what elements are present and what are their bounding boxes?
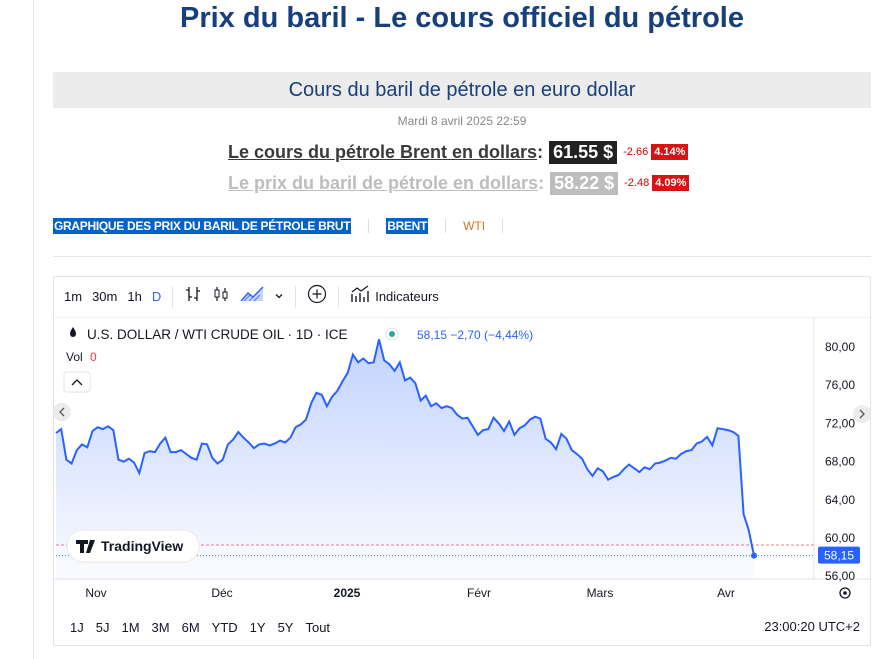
price-chart[interactable]: 80,00 76,00 72,00 68,00 64,00 60,00 56,00 Nov D…: [54, 317, 870, 613]
chart-tabs: GRAPHIQUE DES PRIX DU BARIL DE PÉTROLE B…: [53, 218, 520, 234]
wti-change: -2.48: [624, 177, 650, 189]
range-bar: 1J 5J 1M 3M 6M YTD 1Y 5Y Tout: [54, 613, 870, 641]
range-3m[interactable]: 3M: [151, 619, 170, 635]
tradingview-widget: 1m 30m 1h D Indicateurs: [53, 276, 871, 646]
wti-colon: :: [538, 172, 545, 193]
scroll-right-button[interactable]: [853, 405, 870, 423]
quote-date: Mardi 8 avril 2025 22:59: [397, 114, 527, 128]
range-1m[interactable]: 1M: [121, 619, 140, 635]
drop-icon: [70, 327, 76, 337]
price-area-fill: [56, 339, 754, 579]
chart-toolbar: 1m 30m 1h D Indicateurs: [54, 277, 870, 317]
wti-pct-badge: 4.09%: [652, 175, 690, 191]
symbol-quote: 58,15 −2,70 (−4,44%): [417, 328, 533, 342]
interval-1h-button[interactable]: 1h: [127, 289, 142, 304]
wti-row: Le prix du baril de pétrole en dollars :…: [228, 171, 690, 195]
x-tick-label: Févr: [467, 586, 491, 600]
range-ytd[interactable]: YTD: [211, 619, 238, 635]
x-tick-label: Avr: [717, 586, 735, 600]
tab-divider: [445, 219, 447, 233]
toolbar-divider: [338, 286, 340, 308]
indicators-button[interactable]: Indicateurs: [345, 285, 444, 309]
range-6m[interactable]: 6M: [181, 619, 200, 635]
last-price-badge: [818, 546, 860, 564]
volume-value: 0: [90, 350, 97, 364]
x-tick-label: Déc: [211, 586, 232, 600]
toolbar-divider: [295, 286, 297, 308]
tradingview-logo-icon: [76, 540, 95, 553]
y-tick-label: 64,00: [825, 493, 855, 507]
y-tick-label: 60,00: [825, 531, 855, 545]
range-1y[interactable]: 1Y: [249, 619, 266, 635]
tradingview-watermark[interactable]: TradingView: [66, 529, 200, 563]
volume-label: Vol: [66, 350, 83, 364]
page-title: Prix du baril - Le cours officiel du pét…: [180, 2, 744, 34]
header-band: Cours du baril de pétrole en euro dollar: [53, 72, 871, 108]
tab-divider: [502, 219, 504, 233]
tab-graph[interactable]: GRAPHIQUE DES PRIX DU BARIL DE PÉTROLE B…: [53, 218, 352, 234]
range-1j[interactable]: 1J: [70, 619, 84, 635]
scroll-left-icon: [59, 407, 65, 417]
chevron-down-icon[interactable]: [269, 287, 289, 307]
y-tick-label: 72,00: [825, 416, 855, 430]
y-tick-label: 56,00: [825, 569, 855, 583]
y-tick-label: 80,00: [825, 340, 855, 354]
price-axis: 80,00 76,00 72,00 68,00 64,00 60,00 56,00: [825, 340, 855, 583]
indicators-icon: [350, 285, 370, 309]
scroll-left-button[interactable]: [54, 403, 71, 421]
candles-icon[interactable]: [207, 285, 235, 309]
settings-button[interactable]: [839, 587, 851, 599]
x-tick-label: Nov: [85, 586, 106, 600]
scroll-right-icon: [859, 409, 865, 419]
brent-link[interactable]: Le cours du pétrole Brent en dollars: [228, 141, 538, 162]
range-5j[interactable]: 5J: [95, 619, 110, 635]
tab-brent[interactable]: BRENT: [386, 218, 429, 234]
header-title: Cours du baril de pétrole en euro dollar: [288, 79, 636, 101]
tab-wti[interactable]: WTI: [463, 219, 486, 233]
time-axis: Nov Déc 2025 Févr Mars Avr: [85, 586, 735, 600]
collapse-icon: [71, 379, 83, 386]
x-tick-label: 2025: [334, 586, 361, 600]
settings-icon: [839, 587, 851, 599]
y-tick-label: 68,00: [825, 455, 855, 469]
range-5y[interactable]: 5Y: [277, 619, 294, 635]
toolbar-divider: [172, 286, 174, 308]
symbol-legend: U.S. DOLLAR / WTI CRUDE OIL · 1D · ICE 5…: [63, 327, 533, 393]
x-tick-label: Mars: [587, 586, 614, 600]
area-icon[interactable]: [235, 285, 269, 309]
brent-pct-badge: 4.14%: [651, 144, 689, 160]
indicators-label: Indicateurs: [375, 289, 439, 304]
brent-colon: :: [537, 141, 544, 162]
plus-circle-icon[interactable]: [302, 284, 332, 310]
last-price-dot: [751, 552, 757, 559]
watermark-text: TradingView: [101, 538, 183, 554]
wti-link[interactable]: Le prix du baril de pétrole en dollars: [228, 172, 539, 193]
interval-1m-button[interactable]: 1m: [64, 289, 83, 304]
interval-d-button[interactable]: D: [151, 289, 162, 304]
left-page-border: [33, 0, 34, 659]
market-open-dot: [389, 331, 395, 337]
collapse-legend-button[interactable]: [63, 371, 91, 393]
last-price-label: 58,15: [824, 549, 854, 563]
tab-divider: [368, 219, 370, 233]
section-divider: [53, 256, 871, 257]
range-tout[interactable]: Tout: [305, 619, 331, 635]
y-tick-label: 76,00: [825, 378, 855, 392]
brent-row: Le cours du pétrole Brent en dollars : 6…: [228, 140, 689, 164]
brent-change: -2.66: [623, 146, 649, 158]
symbol-name: U.S. DOLLAR / WTI CRUDE OIL · 1D · ICE: [87, 327, 348, 342]
interval-30m-button[interactable]: 30m: [92, 289, 118, 304]
price-line: [55, 339, 755, 556]
brent-price: 61.55 $: [549, 140, 618, 164]
clock: 23:00:20 UTC+2: [764, 619, 860, 634]
bar-style-icon[interactable]: [179, 285, 207, 309]
wti-price: 58.22 $: [550, 171, 619, 195]
